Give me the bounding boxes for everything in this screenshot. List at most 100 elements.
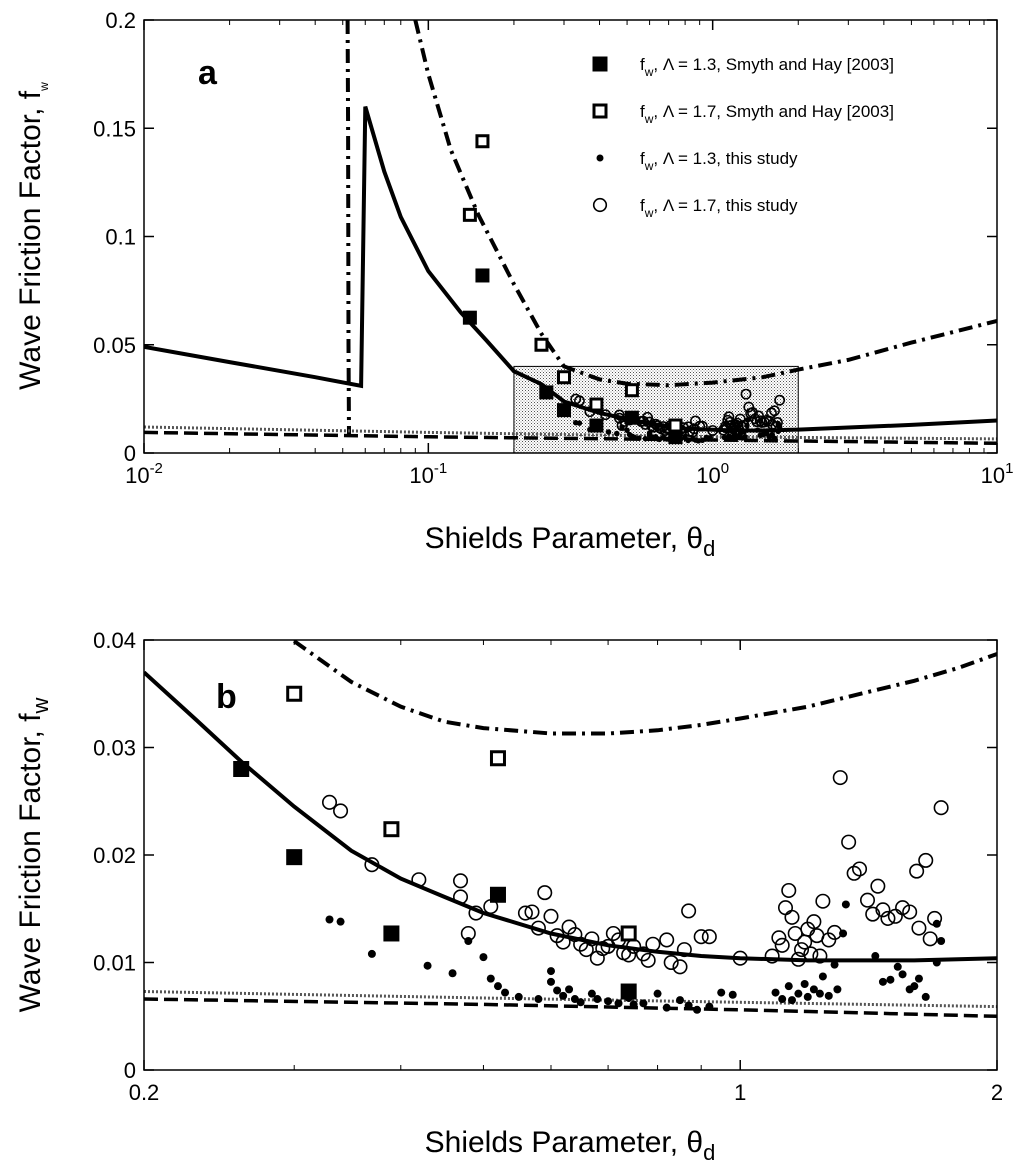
x-tick-label: 1	[734, 1080, 746, 1105]
point-open-circle	[543, 908, 559, 924]
point-dot	[776, 424, 783, 430]
point-open-circle	[707, 425, 719, 436]
point-open-circle	[821, 932, 837, 948]
panel-b-ylabel: Wave Friction Factor, fw	[14, 697, 53, 1012]
point-open-square	[620, 925, 637, 942]
point-open-circle	[790, 951, 806, 967]
point-dot	[893, 962, 902, 971]
point-dot	[784, 982, 793, 991]
x-tick-label: 10-2	[125, 460, 163, 488]
point-filled-square	[383, 925, 400, 942]
point-open-circle	[517, 905, 533, 921]
point-dot	[676, 996, 685, 1005]
point-open-circle	[676, 942, 692, 958]
panel-b-ticks: 0.2 1 2 0 0.01 0.02 0.03 0.04	[93, 628, 1003, 1105]
panel-a-legend: fw, Λ = 1.3, Smyth and Hay [2003] fw, Λ =…	[592, 55, 894, 220]
y-tick-label: 0.02	[93, 843, 136, 868]
panel-b-label: b	[216, 678, 237, 716]
x-tick-label: 0.2	[129, 1080, 160, 1105]
point-open-square	[556, 370, 571, 385]
point-dot	[653, 989, 662, 998]
point-dot	[493, 982, 502, 991]
point-open-square	[592, 103, 608, 119]
point-dot	[629, 1000, 638, 1009]
point-open-circle	[333, 803, 349, 819]
panel-b-xlabel: Shields Parameter, θd	[425, 1126, 716, 1165]
point-dot	[639, 999, 648, 1008]
curve-dotted	[144, 990, 997, 1009]
point-open-square	[475, 134, 490, 149]
point-open-circle	[852, 861, 868, 877]
point-open-circle	[621, 947, 637, 963]
legend-label: fw, Λ = 1.7, this study	[640, 196, 798, 220]
y-tick-label: 0	[124, 441, 136, 466]
curve-dashed	[144, 997, 997, 1019]
point-open-circle	[774, 937, 790, 953]
point-dot	[818, 972, 827, 981]
point-dot	[325, 915, 334, 924]
point-filled-square	[462, 310, 477, 325]
point-open-square	[286, 685, 303, 702]
point-dot	[745, 416, 751, 423]
point-open-circle	[614, 409, 625, 421]
point-filled-square	[556, 403, 571, 418]
point-open-circle	[794, 942, 810, 958]
curve-dashdot	[293, 640, 997, 736]
point-dot	[423, 961, 432, 970]
point-dot	[742, 434, 748, 440]
point-filled-square	[233, 761, 250, 777]
point-dot	[741, 429, 747, 435]
point-open-circle	[832, 770, 848, 786]
point-open-circle	[771, 930, 787, 946]
point-open-circle	[918, 852, 934, 868]
point-dot	[839, 929, 848, 938]
point-dot	[336, 917, 345, 926]
legend-label: fw, Λ = 1.3, this study	[640, 149, 798, 173]
point-open-circle	[411, 872, 427, 888]
point-open-circle	[911, 920, 927, 936]
point-open-circle	[561, 919, 577, 935]
point-dot	[534, 995, 543, 1004]
point-dot	[705, 1002, 714, 1011]
point-dot	[771, 988, 780, 997]
point-dot	[833, 985, 842, 994]
point-dot	[514, 992, 523, 1001]
y-tick-label: 0.1	[105, 225, 136, 250]
point-open-circle	[321, 794, 338, 810]
point-dot	[871, 952, 880, 961]
curve-solid	[144, 670, 997, 963]
point-dot	[604, 997, 613, 1006]
legend-item: fw, Λ = 1.7, Smyth and Hay [2003]	[592, 102, 894, 126]
point-dot	[684, 1001, 693, 1010]
legend-label: fw, Λ = 1.3, Smyth and Hay [2003]	[640, 55, 894, 79]
point-dot	[699, 437, 706, 443]
point-dot	[576, 420, 583, 426]
curve-dashdot	[345, 20, 351, 436]
point-filled-square	[589, 418, 604, 433]
point-open-circle	[922, 931, 938, 947]
point-filled-square	[668, 430, 683, 445]
point-dot	[878, 977, 887, 986]
point-open-circle	[774, 394, 786, 406]
point-dot	[937, 937, 946, 945]
point-filled-square	[539, 385, 554, 400]
y-tick-label: 0.04	[93, 628, 136, 653]
point-dot	[479, 953, 488, 962]
point-open-circle	[555, 934, 571, 950]
point-dot	[605, 429, 612, 435]
panel-a-ticks: 10-2 10-1 100 101 0 0.05 0.1 0.15 0.2	[93, 8, 1013, 488]
y-tick-label: 0.03	[93, 736, 136, 761]
point-dot	[794, 989, 803, 998]
point-dot	[636, 435, 642, 442]
point-dot	[693, 1005, 702, 1014]
point-open-square	[534, 337, 549, 352]
point-filled-square	[620, 983, 637, 1000]
point-filled-square	[286, 849, 303, 866]
y-tick-label: 0.05	[93, 333, 136, 358]
panel-a-xlabel: Shields Parameter, θd	[425, 522, 716, 561]
point-open-circle	[747, 407, 758, 418]
point-open-square	[668, 418, 683, 433]
legend-item: fw, Λ = 1.3, Smyth and Hay [2003]	[592, 55, 894, 79]
point-dot	[932, 958, 941, 967]
